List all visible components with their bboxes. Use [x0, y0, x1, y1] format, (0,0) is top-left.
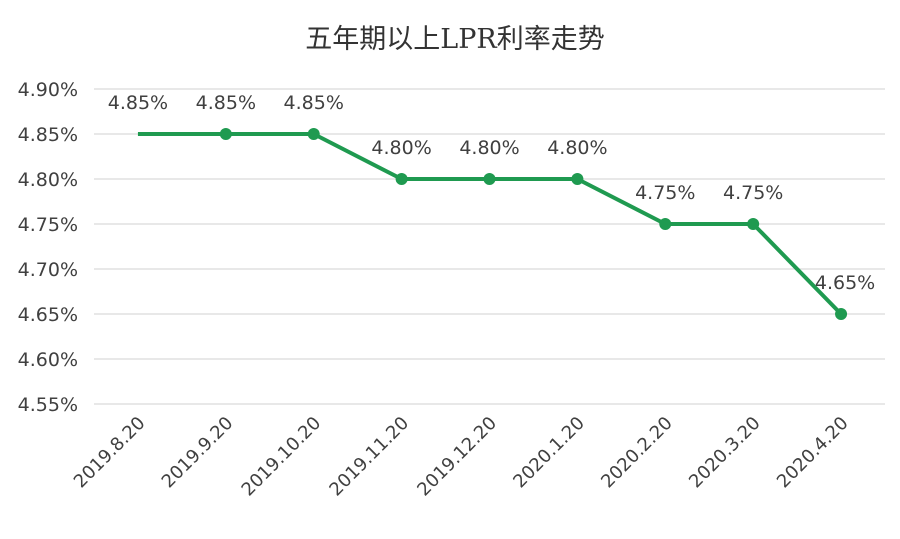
y-tick-label: 4.70%	[18, 259, 78, 281]
data-label: 4.85%	[196, 92, 256, 114]
data-point	[307, 128, 320, 140]
data-point	[571, 173, 584, 185]
data-label: 4.75%	[635, 182, 695, 204]
data-label: 4.85%	[108, 92, 168, 114]
data-point	[219, 128, 232, 140]
y-tick-label: 4.55%	[18, 394, 78, 416]
data-point	[835, 308, 848, 320]
data-label: 4.85%	[284, 92, 344, 114]
chart-title: 五年期以上LPR利率走势	[305, 24, 604, 55]
data-point	[395, 173, 408, 185]
data-point	[659, 218, 672, 230]
y-tick-label: 4.90%	[18, 79, 78, 101]
data-label: 4.80%	[371, 137, 431, 159]
x-tick-label: 2020.3.20	[685, 413, 765, 493]
y-tick-label: 4.85%	[18, 124, 78, 146]
data-label: 4.80%	[547, 137, 607, 159]
x-tick-label: 2020.4.20	[773, 413, 853, 493]
y-tick-label: 4.65%	[18, 304, 78, 326]
data-point	[483, 173, 496, 185]
x-tick-label: 2020.1.20	[509, 413, 589, 493]
x-tick-label: 2019.10.20	[238, 413, 326, 501]
data-point	[747, 218, 760, 230]
y-tick-label: 4.60%	[18, 349, 78, 371]
x-tick-label: 2019.8.20	[70, 413, 150, 493]
x-tick-label: 2019.12.20	[413, 413, 501, 501]
x-tick-label: 2019.11.20	[325, 413, 413, 501]
x-tick-label: 2019.9.20	[158, 413, 238, 493]
y-tick-label: 4.80%	[18, 169, 78, 191]
y-tick-label: 4.75%	[18, 214, 78, 236]
data-label: 4.80%	[459, 137, 519, 159]
data-label: 4.75%	[723, 182, 783, 204]
x-tick-label: 2020.2.20	[597, 413, 677, 493]
data-label: 4.65%	[815, 272, 875, 294]
